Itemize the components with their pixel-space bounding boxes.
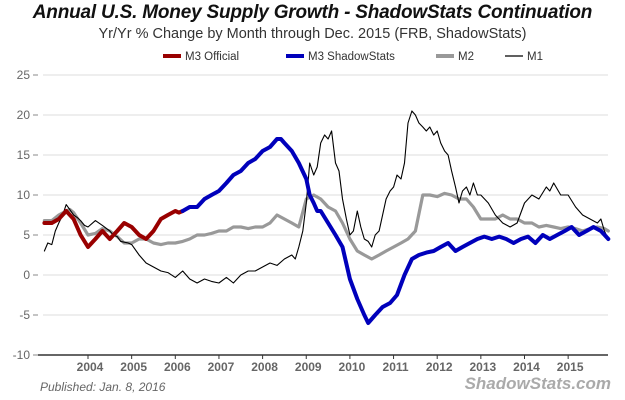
y-tick-label: 20 [17, 108, 31, 122]
y-tick-label: -5 [19, 308, 30, 322]
y-tick-label: 0 [23, 268, 30, 282]
published-date: Published: Jan. 8, 2016 [40, 380, 166, 394]
legend-label: M3 Official [185, 51, 239, 63]
x-tick-label: 2005 [120, 360, 147, 374]
legend: M3 Official M3 ShadowStats M2 M1 [163, 51, 543, 63]
chart-title: Annual U.S. Money Supply Growth - Shadow… [32, 2, 593, 23]
series-line-m3-official [42, 209, 185, 249]
x-tick-label: 2004 [77, 360, 104, 374]
watermark-logo: ShadowStats.com [464, 374, 611, 393]
x-tick-label: 2014 [513, 360, 540, 374]
legend-item: M2 [436, 51, 474, 63]
x-tick-label: 2015 [557, 360, 584, 374]
legend-label: M2 [458, 51, 474, 63]
x-axis: 2004 2005 2006 2007 2008 2009 2010 2011 2012 2013… [38, 354, 608, 374]
x-tick-label: 2010 [339, 360, 366, 374]
x-tick-label: 2012 [426, 360, 453, 374]
x-tick-label: 2008 [251, 360, 278, 374]
x-tick-label: 2006 [164, 360, 191, 374]
x-tick-label: 2009 [295, 360, 322, 374]
y-tick-label: 10 [17, 188, 31, 202]
legend-item: M3 ShadowStats [286, 51, 395, 63]
x-tick-label: 2011 [383, 360, 409, 374]
legend-label: M1 [527, 51, 543, 63]
grid [43, 74, 608, 316]
y-tick-label: 15 [17, 148, 31, 162]
y-tick-label: -10 [13, 348, 31, 362]
y-axis: 25 20 15 10 5 0 -5 -10 [13, 68, 38, 362]
y-tick-label: 5 [23, 228, 30, 242]
y-tick-label: 25 [17, 68, 31, 82]
legend-label: M3 ShadowStats [308, 51, 395, 63]
x-tick-label: 2013 [469, 360, 496, 374]
series-line-m2 [42, 191, 610, 261]
series-line-m3-shadowstats [180, 137, 611, 325]
legend-item: M3 Official [163, 51, 239, 63]
series-group [42, 110, 611, 325]
x-tick-label: 2007 [208, 360, 235, 374]
series-line-m1 [43, 110, 609, 284]
legend-item: M1 [505, 51, 543, 63]
chart-subtitle: Yr/Yr % Change by Month through Dec. 201… [98, 26, 527, 42]
